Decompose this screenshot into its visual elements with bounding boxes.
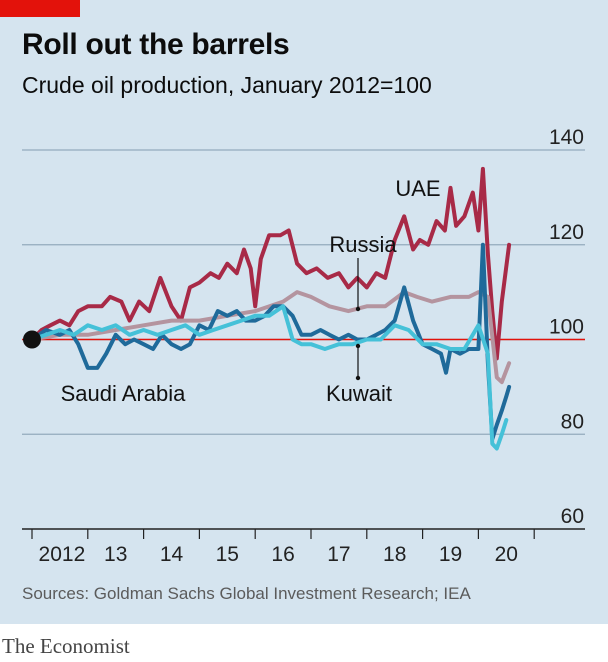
brand-logo: The Economist: [2, 634, 130, 658]
x-tick-label-19: 19: [439, 543, 462, 566]
start-marker: [23, 330, 41, 349]
y-tick-label-60: 60: [561, 505, 584, 528]
leader-dot-russia: [355, 306, 361, 312]
x-tick-label-2012: 2012: [39, 543, 86, 566]
series-line-russia: [30, 290, 512, 385]
y-tick-label-100: 100: [549, 316, 584, 339]
footer-bar: [0, 624, 608, 662]
y-tick-label-120: 120: [549, 221, 584, 244]
x-tick-label-20: 20: [495, 543, 518, 566]
series-label-russia: Russia: [329, 232, 397, 257]
y-tick-label-140: 140: [549, 126, 584, 149]
series-line-kuwait: [30, 304, 509, 451]
x-tick-label-15: 15: [216, 543, 239, 566]
x-tick-label-17: 17: [327, 543, 350, 566]
x-tick-label-14: 14: [160, 543, 184, 566]
series-label-saudi-arabia: Saudi Arabia: [61, 381, 187, 406]
chart-subtitle: Crude oil production, January 2012=100: [22, 72, 432, 98]
leader-dot-kuwait: [355, 375, 361, 381]
leader-dot-top-kuwait: [355, 343, 361, 349]
series-line-saudi-arabia: [30, 242, 512, 441]
source-note: Sources: Goldman Sachs Global Investment…: [22, 584, 471, 603]
series-label-uae: UAE: [395, 176, 440, 201]
series-label-kuwait: Kuwait: [326, 381, 392, 406]
series-line-uae: [30, 166, 512, 361]
line-chart: 60 80 100 120 140 2012 13 14 15 16 17 18 19 20 UAE Russ…: [22, 126, 585, 566]
x-tick-label-18: 18: [383, 543, 406, 566]
x-tick-label-16: 16: [271, 543, 294, 566]
y-tick-label-80: 80: [561, 410, 584, 433]
brand-red-tag: [0, 0, 80, 17]
chart-title: Roll out the barrels: [22, 28, 290, 61]
x-tick-label-13: 13: [104, 543, 127, 566]
